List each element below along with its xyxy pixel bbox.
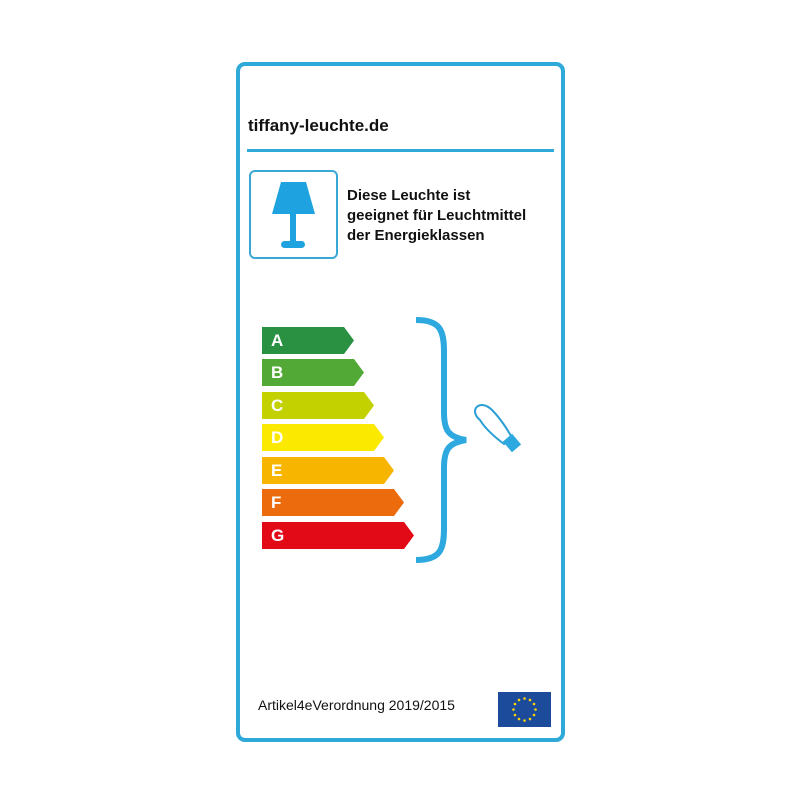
class-letter: E: [271, 461, 283, 480]
class-letter: B: [271, 363, 284, 382]
star: [513, 702, 517, 706]
brace-icon: [415, 317, 522, 563]
star: [534, 708, 537, 711]
class-letter: F: [271, 493, 282, 512]
star: [523, 697, 526, 700]
star: [528, 717, 532, 721]
table-lamp-icon: [272, 182, 315, 248]
regulation-text: Artikel4eVerordnung 2019/2015: [258, 697, 455, 713]
star: [512, 708, 515, 711]
divider: [247, 149, 554, 152]
star: [523, 719, 526, 722]
star: [517, 698, 521, 702]
class-letter: A: [271, 331, 284, 350]
class-letter: G: [271, 526, 285, 545]
lamp-icon-box: [249, 170, 338, 259]
eu-flag-icon: [498, 692, 551, 727]
star: [517, 717, 521, 721]
star: [528, 698, 532, 702]
lamp-description: Diese Leuchte ist geeignet für Leuchtmit…: [347, 186, 526, 246]
desc-line: Diese Leuchte ist: [347, 187, 471, 204]
label-frame: [236, 62, 565, 742]
class-letter: D: [271, 428, 284, 447]
site-name: tiffany-leuchte.de: [248, 116, 389, 135]
star: [532, 702, 536, 706]
star: [513, 713, 517, 717]
desc-line: geeignet für Leuchtmittel: [347, 207, 527, 224]
star: [532, 713, 536, 717]
light-bulb-icon: [474, 404, 522, 453]
desc-line: der Energieklassen: [347, 227, 485, 244]
class-letter: C: [271, 396, 284, 415]
